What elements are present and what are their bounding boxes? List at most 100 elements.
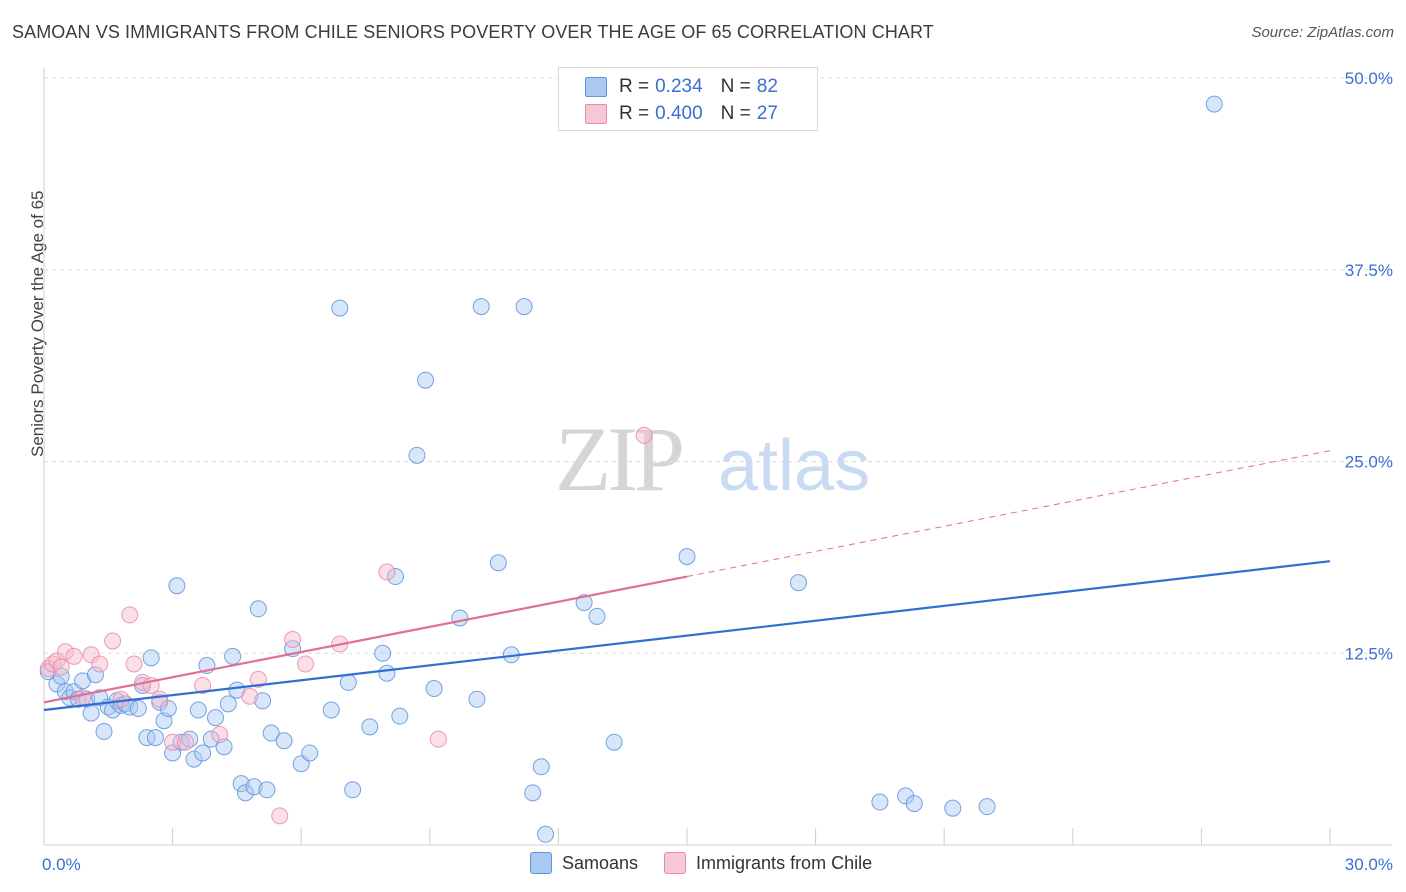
chile-point — [378, 563, 396, 581]
watermark: ZIP atlas — [555, 408, 870, 510]
legend-swatch-chile — [585, 104, 607, 124]
tick-labels: 12.5% 25.0% 37.5% 50.0% 0.0% 30.0% — [42, 69, 1393, 874]
legend-label-chile: Immigrants from Chile — [696, 852, 873, 873]
chile-point — [249, 670, 267, 688]
samoan-point — [387, 568, 405, 586]
samoan-point — [472, 298, 490, 316]
samoan-point — [1205, 95, 1223, 113]
samoan-point — [232, 775, 250, 793]
samoan-point — [575, 594, 593, 612]
axes — [43, 68, 1392, 846]
samoan-point — [206, 709, 224, 727]
samoan-point — [361, 718, 379, 736]
samoan-point — [378, 664, 396, 682]
chile-point — [284, 630, 302, 648]
samoan-point — [194, 744, 212, 762]
samoan-point — [524, 784, 542, 802]
legend-row-samoans: R = 0.234 N = 82 — [585, 75, 796, 99]
chile-point — [104, 632, 122, 650]
chile-point — [429, 730, 447, 748]
samoan-point — [168, 577, 186, 595]
samoan-point — [978, 798, 996, 816]
y-tick-label: 25.0% — [1345, 453, 1393, 472]
legend-n-label: N = — [720, 103, 751, 124]
samoan-point — [417, 371, 435, 389]
x-tick-label: 30.0% — [1345, 855, 1393, 874]
samoan-point — [451, 609, 469, 627]
samoan-point — [56, 683, 74, 701]
chile-point — [121, 606, 139, 624]
legend-item-samoans[interactable]: Samoans — [530, 852, 638, 874]
legend-r-label: R = — [619, 103, 650, 124]
chile-point — [194, 676, 212, 694]
samoan-point — [95, 722, 113, 740]
chile-point — [91, 655, 109, 673]
samoan-point — [301, 744, 319, 762]
samoan-point — [322, 701, 340, 719]
samoan-point — [202, 730, 220, 748]
chile-point — [151, 690, 169, 708]
chile-point — [112, 690, 130, 708]
x-tick-label: 0.0% — [42, 855, 81, 874]
legend-r-value: 0.400 — [655, 103, 703, 124]
samoan-point — [185, 750, 203, 768]
chile-point — [176, 733, 194, 751]
samoan-point — [789, 574, 807, 592]
y-tick-label: 50.0% — [1345, 69, 1393, 88]
legend-n-value: 82 — [756, 76, 778, 97]
gridlines — [44, 77, 1392, 654]
y-tick-label: 37.5% — [1345, 261, 1393, 280]
samoan-point — [254, 692, 272, 710]
samoan-point — [129, 699, 147, 717]
samoan-point — [374, 644, 392, 662]
samoan-point — [262, 724, 280, 742]
samoan-point — [91, 689, 109, 707]
samoan-point — [219, 695, 237, 713]
legend-square-chile — [664, 852, 687, 874]
samoan-point — [331, 299, 349, 317]
samoan-point — [275, 732, 293, 750]
samoan-point — [236, 784, 254, 802]
series-legend: Samoans Immigrants from Chile — [530, 852, 898, 874]
samoan-trend-line — [43, 560, 1331, 712]
samoan-point — [425, 680, 443, 698]
samoan-point — [249, 600, 267, 618]
legend-item-chile[interactable]: Immigrants from Chile — [664, 852, 872, 874]
legend-n-value: 27 — [756, 103, 778, 124]
samoan-point — [532, 758, 550, 776]
legend-swatch-samoans — [585, 77, 607, 97]
samoan-point — [142, 649, 160, 667]
samoan-point — [588, 607, 606, 625]
chile-point — [74, 689, 92, 707]
chart-title: SAMOAN VS IMMIGRANTS FROM CHILE SENIORS … — [12, 22, 934, 42]
samoan-point — [245, 778, 263, 796]
samoan-point — [468, 690, 486, 708]
chile-point — [48, 652, 66, 670]
samoan-point — [86, 666, 104, 684]
watermark-atlas: atlas — [718, 426, 870, 506]
samoan-point — [537, 825, 555, 843]
samoan-point — [339, 673, 357, 691]
legend-n-label: N = — [720, 76, 751, 97]
chile-point — [56, 643, 74, 661]
chile-point — [65, 647, 83, 665]
chile-point — [635, 426, 653, 444]
samoan-point — [408, 446, 426, 464]
samoan-point — [159, 699, 177, 717]
legend-r-label: R = — [619, 76, 650, 97]
samoan-point — [678, 548, 696, 566]
samoan-point — [391, 707, 409, 725]
data-points — [39, 95, 1223, 843]
samoan-point — [944, 799, 962, 817]
samoan-point — [138, 729, 156, 747]
legend-square-samoans — [530, 852, 552, 874]
samoan-point — [871, 793, 889, 811]
chile-point — [241, 687, 259, 705]
samoan-point — [52, 667, 70, 685]
samoan-point — [224, 647, 242, 665]
source-attribution: Source: ZipAtlas.com — [1251, 24, 1394, 41]
correlation-legend: R = 0.234 N = 82 R = 0.400 N = 27 — [558, 67, 818, 131]
legend-row-chile: R = 0.400 N = 27 — [585, 102, 796, 126]
chile-trend-line — [43, 575, 688, 704]
